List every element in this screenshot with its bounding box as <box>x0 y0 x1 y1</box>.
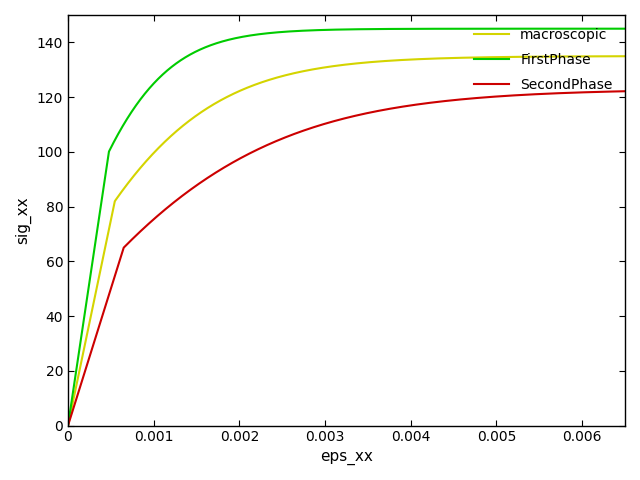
macroscopic <box>64 423 72 429</box>
SecondPhase <box>320 121 328 127</box>
FirstPhase <box>335 27 342 33</box>
macroscopic <box>605 53 612 59</box>
X-axis label: eps_xx: eps_xx <box>320 450 373 465</box>
SecondPhase <box>503 93 511 99</box>
SecondPhase <box>335 117 342 123</box>
FirstPhase <box>605 26 612 32</box>
SecondPhase <box>605 89 612 95</box>
SecondPhase <box>93 332 100 337</box>
Y-axis label: sig_xx: sig_xx <box>15 196 31 244</box>
FirstPhase <box>320 27 328 33</box>
FirstPhase <box>503 26 511 32</box>
macroscopic <box>503 54 511 60</box>
Legend: macroscopic, FirstPhase, SecondPhase: macroscopic, FirstPhase, SecondPhase <box>468 22 618 97</box>
macroscopic <box>320 65 328 71</box>
SecondPhase <box>621 88 629 94</box>
Line: SecondPhase: SecondPhase <box>68 91 625 426</box>
Line: macroscopic: macroscopic <box>68 56 625 426</box>
macroscopic <box>621 53 629 59</box>
SecondPhase <box>605 89 612 95</box>
macroscopic <box>93 287 100 292</box>
macroscopic <box>605 53 612 59</box>
FirstPhase <box>64 423 72 429</box>
FirstPhase <box>93 232 100 238</box>
FirstPhase <box>621 26 629 32</box>
FirstPhase <box>605 26 612 32</box>
SecondPhase <box>64 423 72 429</box>
macroscopic <box>335 62 342 68</box>
Line: FirstPhase: FirstPhase <box>68 29 625 426</box>
